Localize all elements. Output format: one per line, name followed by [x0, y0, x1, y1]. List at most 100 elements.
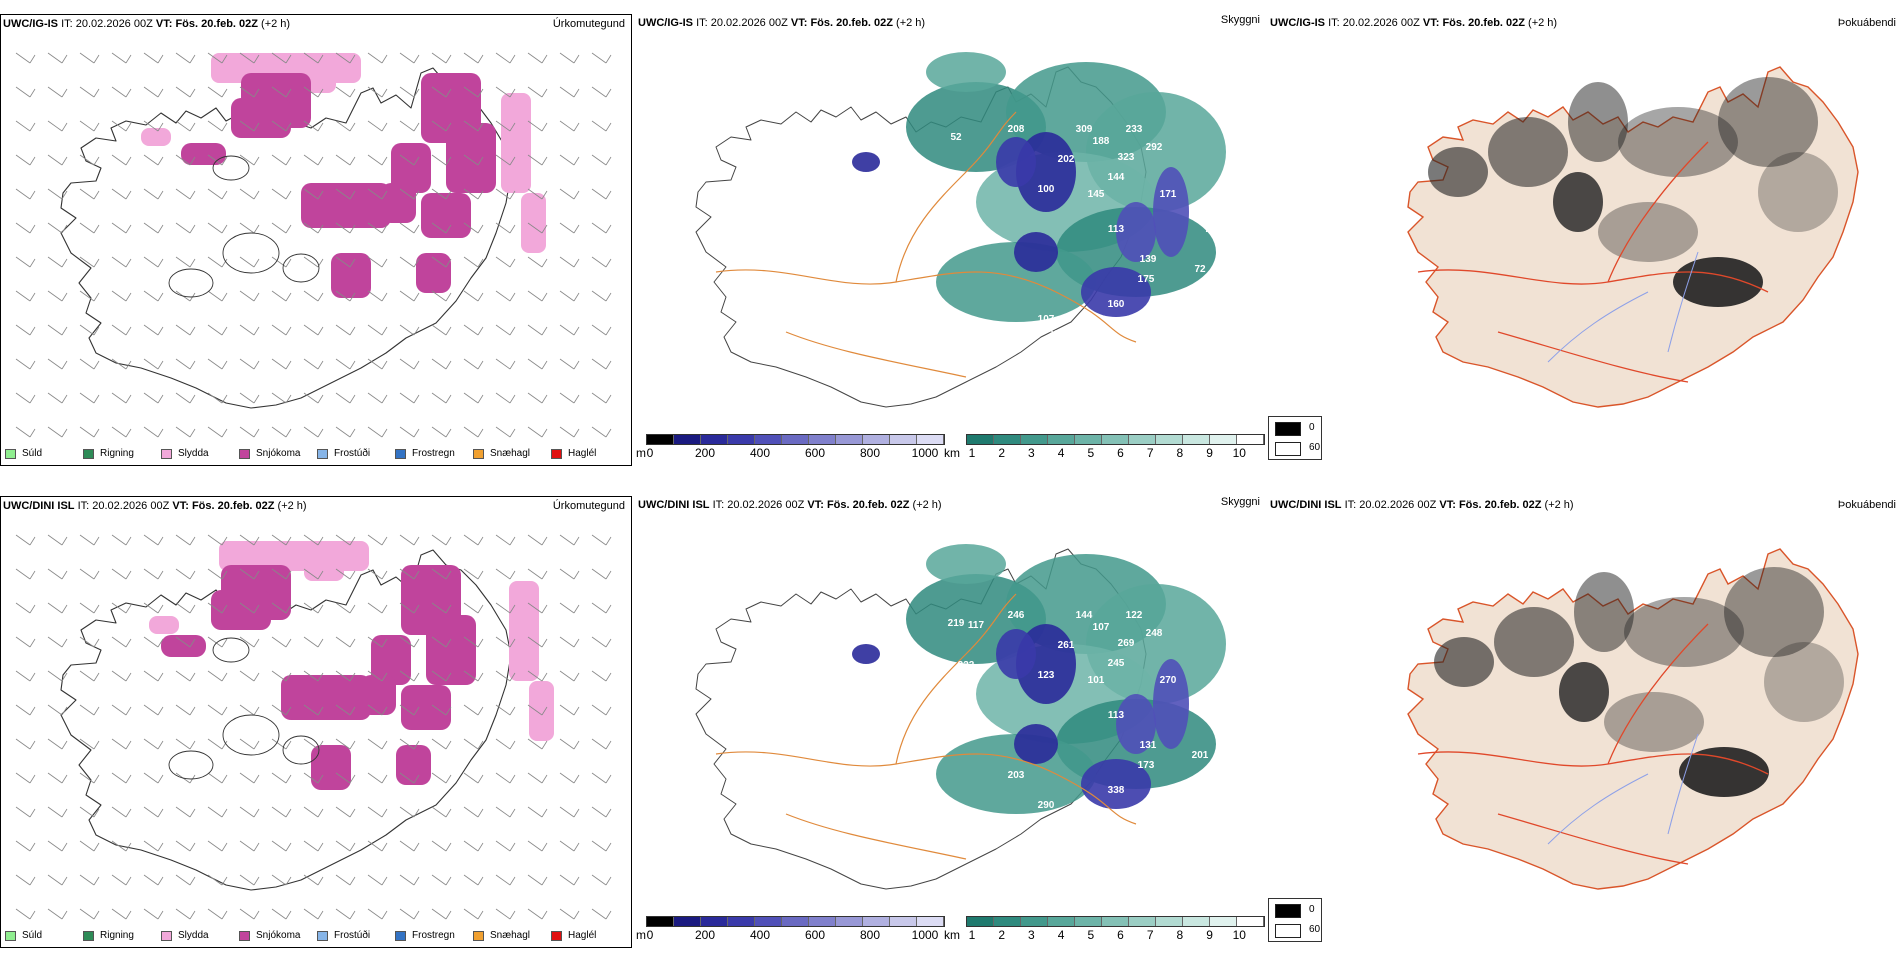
wind-barb	[335, 908, 356, 920]
wind-barb	[239, 256, 260, 268]
ceiling-value-label: 171	[1160, 189, 1177, 200]
wind-barb	[463, 602, 484, 614]
wind-barb	[367, 188, 388, 200]
wind-barb	[15, 738, 36, 750]
ceiling-value-label: 140	[1138, 850, 1155, 861]
colorbar-cell	[809, 917, 836, 926]
wind-barb	[271, 636, 292, 648]
ceiling-m-area	[996, 629, 1036, 679]
colorbar-cell	[1075, 917, 1102, 926]
legend-swatch	[239, 930, 250, 941]
colorbar-cell	[782, 917, 809, 926]
wind-barb	[463, 392, 484, 404]
fog-area	[1718, 77, 1818, 167]
fog-map[interactable]	[1268, 32, 1898, 442]
colorbar-tick-label: 5	[1087, 446, 1095, 460]
wind-barb	[463, 154, 484, 166]
wind-barb	[463, 120, 484, 132]
wind-barb	[175, 426, 196, 438]
wind-barb	[239, 222, 260, 234]
legend-item: Snjókoma	[239, 448, 317, 459]
wind-barb	[559, 908, 580, 920]
fog-area	[1553, 172, 1603, 232]
wind-barb	[175, 806, 196, 818]
wind-barb	[591, 602, 612, 614]
fog-area	[1559, 662, 1609, 722]
wind-barb	[527, 222, 548, 234]
ceiling-value-label: 160	[1108, 299, 1125, 310]
wind-barb	[111, 908, 132, 920]
wind-barb	[47, 188, 68, 200]
wind-barb	[207, 874, 228, 886]
fog-area	[1724, 567, 1824, 657]
wind-barb	[175, 324, 196, 336]
colorbar-tick-label: 7	[1146, 446, 1154, 460]
wind-barb	[207, 256, 228, 268]
wind-barb	[559, 86, 580, 98]
wind-barb	[47, 256, 68, 268]
colorbar-tick-label: 3	[1028, 928, 1035, 942]
legend-label: Frostúði	[334, 930, 371, 941]
wind-barb	[79, 602, 100, 614]
ceiling-km-colorbar: km 1 2 3 4 5 6 7 8 9 10	[944, 434, 1265, 464]
wind-barb	[143, 86, 164, 98]
wind-barb	[175, 534, 196, 546]
wind-barb	[399, 290, 420, 302]
ceiling-value-label: 266	[1118, 384, 1135, 395]
wind-barb	[239, 324, 260, 336]
wind-barb	[79, 392, 100, 404]
glacier-outline	[222, 232, 280, 274]
fog-area	[1598, 202, 1698, 262]
wind-barb	[399, 840, 420, 852]
wind-barb	[591, 874, 612, 886]
wind-barb	[47, 86, 68, 98]
ceiling-value-label: 123	[1038, 670, 1055, 681]
precip-type-map[interactable]	[1, 33, 631, 443]
wind-barb	[47, 568, 68, 580]
wind-barb	[463, 670, 484, 682]
wind-barb	[15, 636, 36, 648]
wind-barb	[559, 52, 580, 64]
fog-legend-swatch	[1275, 924, 1301, 938]
wind-barb	[559, 290, 580, 302]
wind-barb	[367, 358, 388, 370]
precip-type-map[interactable]	[1, 515, 631, 925]
wind-barb	[335, 188, 356, 200]
wind-barb	[47, 324, 68, 336]
legend-label: Snjókoma	[256, 930, 301, 941]
wind-barb	[271, 120, 292, 132]
wind-barb	[367, 772, 388, 784]
snow-area	[446, 123, 496, 193]
wind-barb	[367, 426, 388, 438]
colorbar-cell	[1183, 917, 1210, 926]
ceiling-value-label: 311	[1048, 329, 1065, 340]
variable-name: Skyggni	[1220, 496, 1260, 508]
fog-area	[1604, 692, 1704, 752]
colorbar-tick-label: 0	[646, 928, 654, 942]
road-network	[1417, 141, 1769, 383]
wind-barb	[207, 908, 228, 920]
wind-barb	[15, 154, 36, 166]
wind-barb	[559, 704, 580, 716]
ceiling-m-area	[1081, 267, 1151, 317]
wind-barb	[495, 392, 516, 404]
fog-area	[1494, 607, 1574, 677]
legend-label: Súld	[22, 448, 43, 459]
wind-barb	[271, 426, 292, 438]
wind-barb	[271, 806, 292, 818]
wind-barb	[591, 52, 612, 64]
wind-barb	[143, 738, 164, 750]
wind-barb	[367, 256, 388, 268]
wind-barb	[271, 874, 292, 886]
ceiling-value-label: 100	[1038, 184, 1055, 195]
wind-barb	[303, 86, 324, 98]
colorbar-unit: m	[636, 446, 646, 460]
colorbar-cell	[1237, 435, 1264, 444]
panel-title: UWC/IG-IS IT: 20.02.2026 00Z VT: Fös. 20…	[3, 18, 291, 30]
fog-map[interactable]	[1268, 514, 1898, 924]
wind-barb	[591, 568, 612, 580]
legend-item: Haglél	[551, 448, 629, 459]
wind-barb	[431, 222, 452, 234]
